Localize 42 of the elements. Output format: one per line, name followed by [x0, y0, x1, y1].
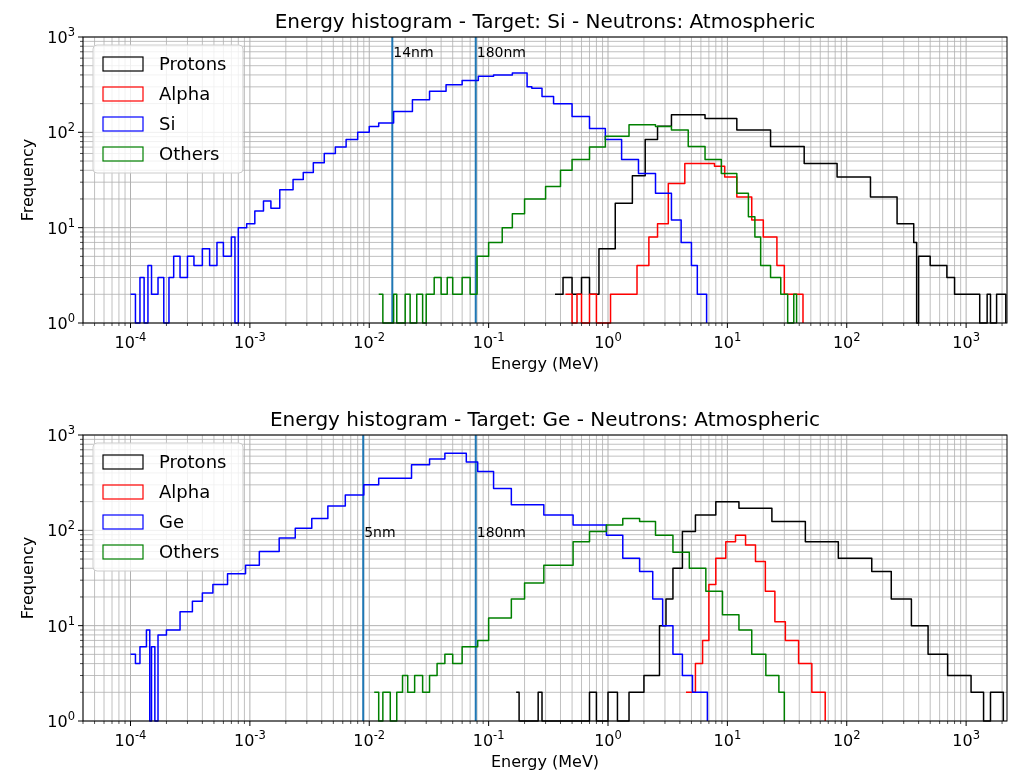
legend-label: Alpha	[159, 481, 211, 502]
legend-label: Others	[159, 143, 220, 164]
legend-label: Ge	[159, 511, 185, 532]
y-tick-label: 10$^{0}$	[47, 311, 75, 333]
ref-line-label: 180nm	[476, 524, 526, 540]
x-axis-title: Energy (MeV)	[490, 354, 600, 373]
y-tick-label: 10$^{1}$	[47, 613, 75, 636]
y-tick-label: 10$^{3}$	[47, 25, 75, 47]
x-tick-label: 10$^{0}$	[594, 330, 622, 352]
legend-label: Protons	[159, 53, 227, 74]
x-tick-label: 10$^{-1}$	[472, 728, 505, 750]
chart-title: Energy histogram - Target: Si - Neutrons: Atmospheric	[274, 9, 816, 33]
x-tick-label: 10$^{-4}$	[114, 728, 147, 750]
chart-title: Energy histogram - Target: Ge - Neutrons: Atmospheric	[269, 407, 821, 431]
x-tick-label: 10$^{3}$	[952, 330, 980, 352]
x-tick-label: 10$^{-3}$	[233, 330, 266, 352]
x-tick-label: 10$^{1}$	[713, 728, 742, 750]
ref-line-label: 180nm	[476, 44, 526, 60]
y-tick-label: 10$^{3}$	[47, 423, 75, 445]
ref-line-label: 5nm	[364, 524, 396, 540]
x-tick-label: 10$^{-3}$	[233, 728, 266, 750]
y-axis-title: Frequency	[18, 138, 37, 222]
y-axis-title: Frequency	[18, 536, 37, 620]
x-tick-label: 10$^{-2}$	[353, 330, 386, 352]
ref-line-label: 14nm	[393, 44, 434, 60]
x-tick-label: 10$^{2}$	[832, 330, 861, 352]
x-tick-label: 10$^{-1}$	[472, 330, 505, 352]
x-tick-label: 10$^{0}$	[594, 728, 622, 750]
x-tick-label: 10$^{1}$	[713, 330, 742, 352]
x-tick-label: 10$^{2}$	[832, 728, 861, 750]
y-tick-label: 10$^{0}$	[47, 709, 75, 731]
legend-label: Others	[159, 541, 220, 562]
x-tick-label: 10$^{-4}$	[114, 330, 147, 352]
y-tick-label: 10$^{1}$	[47, 215, 75, 238]
legend-label: Si	[159, 113, 176, 134]
y-tick-label: 10$^{2}$	[47, 120, 75, 143]
y-tick-label: 10$^{2}$	[47, 518, 75, 541]
legend-label: Protons	[159, 451, 227, 472]
x-tick-label: 10$^{-2}$	[353, 728, 386, 750]
x-axis-title: Energy (MeV)	[490, 752, 600, 771]
x-tick-label: 10$^{3}$	[952, 728, 980, 750]
legend-label: Alpha	[159, 83, 211, 104]
